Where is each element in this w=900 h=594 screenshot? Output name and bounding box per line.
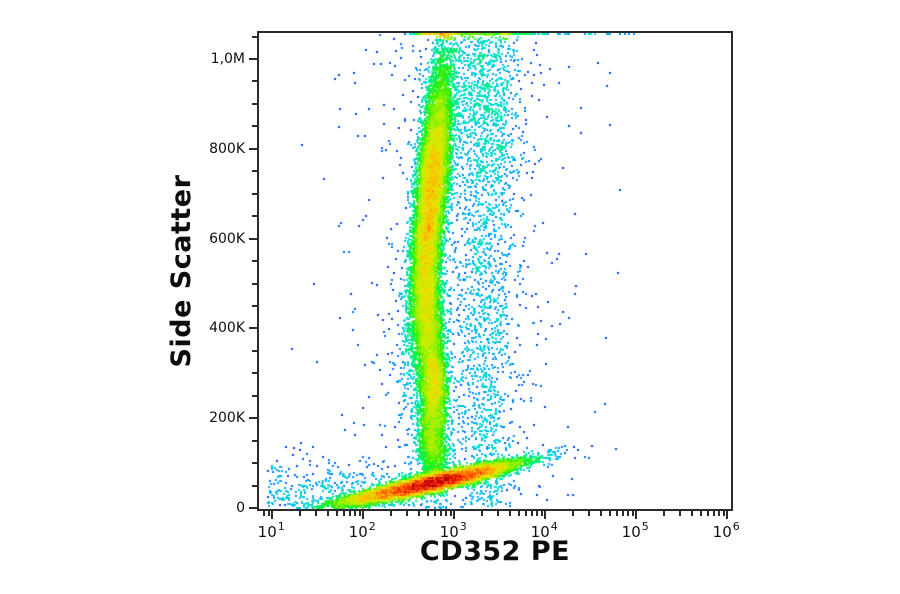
y-minor-tick <box>252 394 257 397</box>
density-scatter-canvas <box>259 33 731 509</box>
x-minor-tick <box>315 511 318 516</box>
y-minor-tick <box>252 439 257 442</box>
x-tick-base: 10 <box>439 523 459 541</box>
x-minor-tick <box>426 511 429 516</box>
x-minor-tick <box>615 511 618 516</box>
x-minor-tick <box>621 511 624 516</box>
y-minor-tick <box>252 102 257 105</box>
x-minor-tick <box>631 511 634 516</box>
y-tick-label: 800K <box>209 140 245 157</box>
y-major-tick <box>249 58 257 60</box>
x-minor-tick <box>299 511 302 516</box>
x-major-tick <box>453 511 455 519</box>
x-tick-exponent: 4 <box>550 520 558 533</box>
x-minor-tick <box>679 511 682 516</box>
x-minor-tick <box>263 511 266 516</box>
x-minor-tick <box>335 511 338 516</box>
x-tick-exponent: 1 <box>277 520 285 533</box>
x-tick-base: 10 <box>712 523 732 541</box>
y-minor-tick <box>252 304 257 307</box>
x-minor-tick <box>390 511 393 516</box>
x-minor-tick <box>699 511 702 516</box>
y-minor-tick <box>252 462 257 465</box>
y-minor-tick <box>252 260 257 263</box>
x-tick-exponent: 5 <box>641 520 649 533</box>
x-tick-exponent: 6 <box>732 520 740 533</box>
y-minor-tick <box>252 484 257 487</box>
x-tick-label: 103 <box>439 520 467 541</box>
x-major-tick <box>726 511 728 519</box>
x-minor-tick <box>326 511 329 516</box>
x-tick-label: 104 <box>530 520 558 541</box>
x-axis-title: CD352 PE <box>419 536 571 567</box>
x-minor-tick <box>354 511 357 516</box>
x-minor-tick <box>663 511 666 516</box>
x-minor-tick <box>572 511 575 516</box>
y-major-tick <box>249 327 257 330</box>
x-minor-tick <box>690 511 693 516</box>
x-minor-tick <box>718 511 721 516</box>
x-minor-tick <box>627 511 630 516</box>
y-tick-label: 600K <box>209 230 245 247</box>
x-minor-tick <box>348 511 351 516</box>
y-tick-label: 0 <box>236 500 245 516</box>
x-tick-base: 10 <box>621 523 641 541</box>
y-minor-tick <box>252 192 257 195</box>
x-major-tick <box>362 511 364 519</box>
x-minor-tick <box>706 511 709 516</box>
y-tick-label: 1,0M <box>210 51 245 67</box>
x-minor-tick <box>358 511 361 516</box>
y-minor-tick <box>252 170 257 173</box>
y-minor-tick <box>252 215 257 218</box>
x-tick-base: 10 <box>348 523 368 541</box>
x-tick-label: 102 <box>348 520 376 541</box>
y-major-tick <box>249 507 257 509</box>
x-minor-tick <box>417 511 420 516</box>
x-minor-tick <box>342 511 345 516</box>
y-minor-tick <box>252 349 257 352</box>
y-tick-label: 400K <box>209 320 245 337</box>
plot-area-frame <box>257 31 733 511</box>
y-major-tick <box>249 417 257 420</box>
y-minor-tick <box>252 372 257 375</box>
x-major-tick <box>635 511 637 519</box>
x-minor-tick <box>517 511 520 516</box>
x-minor-tick <box>449 511 452 516</box>
x-minor-tick <box>712 511 715 516</box>
x-minor-tick <box>445 511 448 516</box>
x-minor-tick <box>481 511 484 516</box>
y-axis-title: Side Scatter <box>166 174 197 368</box>
x-major-tick <box>544 511 546 519</box>
y-major-tick <box>249 147 257 150</box>
x-minor-tick <box>433 511 436 516</box>
x-tick-exponent: 3 <box>459 520 467 533</box>
x-minor-tick <box>530 511 533 516</box>
x-minor-tick <box>588 511 591 516</box>
x-major-tick <box>271 511 273 519</box>
x-minor-tick <box>508 511 511 516</box>
y-tick-label: 200K <box>209 410 245 427</box>
x-minor-tick <box>497 511 500 516</box>
x-tick-base: 10 <box>530 523 550 541</box>
y-major-tick <box>249 237 257 240</box>
y-minor-tick <box>252 35 257 38</box>
x-minor-tick <box>722 511 725 516</box>
x-minor-tick <box>524 511 527 516</box>
y-minor-tick <box>252 125 257 128</box>
x-minor-tick <box>540 511 543 516</box>
x-minor-tick <box>267 511 270 516</box>
x-minor-tick <box>536 511 539 516</box>
x-minor-tick <box>439 511 442 516</box>
x-tick-label: 105 <box>621 520 649 541</box>
x-tick-base: 10 <box>257 523 277 541</box>
y-minor-tick <box>252 282 257 285</box>
x-minor-tick <box>608 511 611 516</box>
x-minor-tick <box>599 511 602 516</box>
x-tick-exponent: 2 <box>368 520 376 533</box>
x-tick-label: 101 <box>257 520 285 541</box>
x-tick-label: 106 <box>712 520 740 541</box>
x-minor-tick <box>406 511 409 516</box>
y-minor-tick <box>252 80 257 83</box>
